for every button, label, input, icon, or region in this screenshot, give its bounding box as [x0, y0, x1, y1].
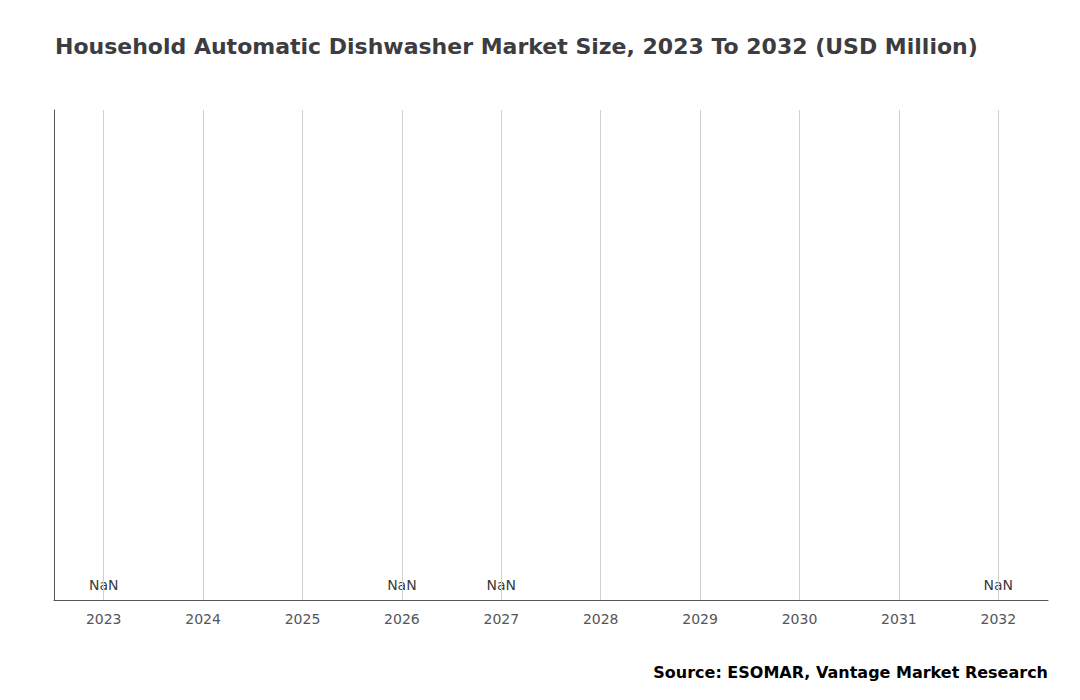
- svg-text:2031: 2031: [881, 611, 917, 627]
- svg-text:NaN: NaN: [387, 577, 417, 593]
- svg-text:NaN: NaN: [486, 577, 517, 593]
- svg-text:2025: 2025: [285, 611, 321, 627]
- svg-text:2028: 2028: [583, 611, 619, 627]
- svg-text:2023: 2023: [86, 611, 122, 627]
- svg-text:Household Automatic Dishwasher: Household Automatic Dishwasher Market Si…: [55, 34, 978, 59]
- svg-text:2026: 2026: [384, 611, 420, 627]
- svg-text:2024: 2024: [185, 611, 221, 627]
- svg-text:NaN: NaN: [983, 577, 1014, 593]
- svg-text:2027: 2027: [483, 611, 519, 627]
- svg-text:Source: ESOMAR, Vantage Market: Source: ESOMAR, Vantage Market Research: [653, 663, 1048, 682]
- svg-text:2029: 2029: [682, 611, 718, 627]
- svg-text:NaN: NaN: [88, 577, 119, 593]
- svg-text:2030: 2030: [782, 611, 818, 627]
- svg-text:2032: 2032: [980, 611, 1016, 627]
